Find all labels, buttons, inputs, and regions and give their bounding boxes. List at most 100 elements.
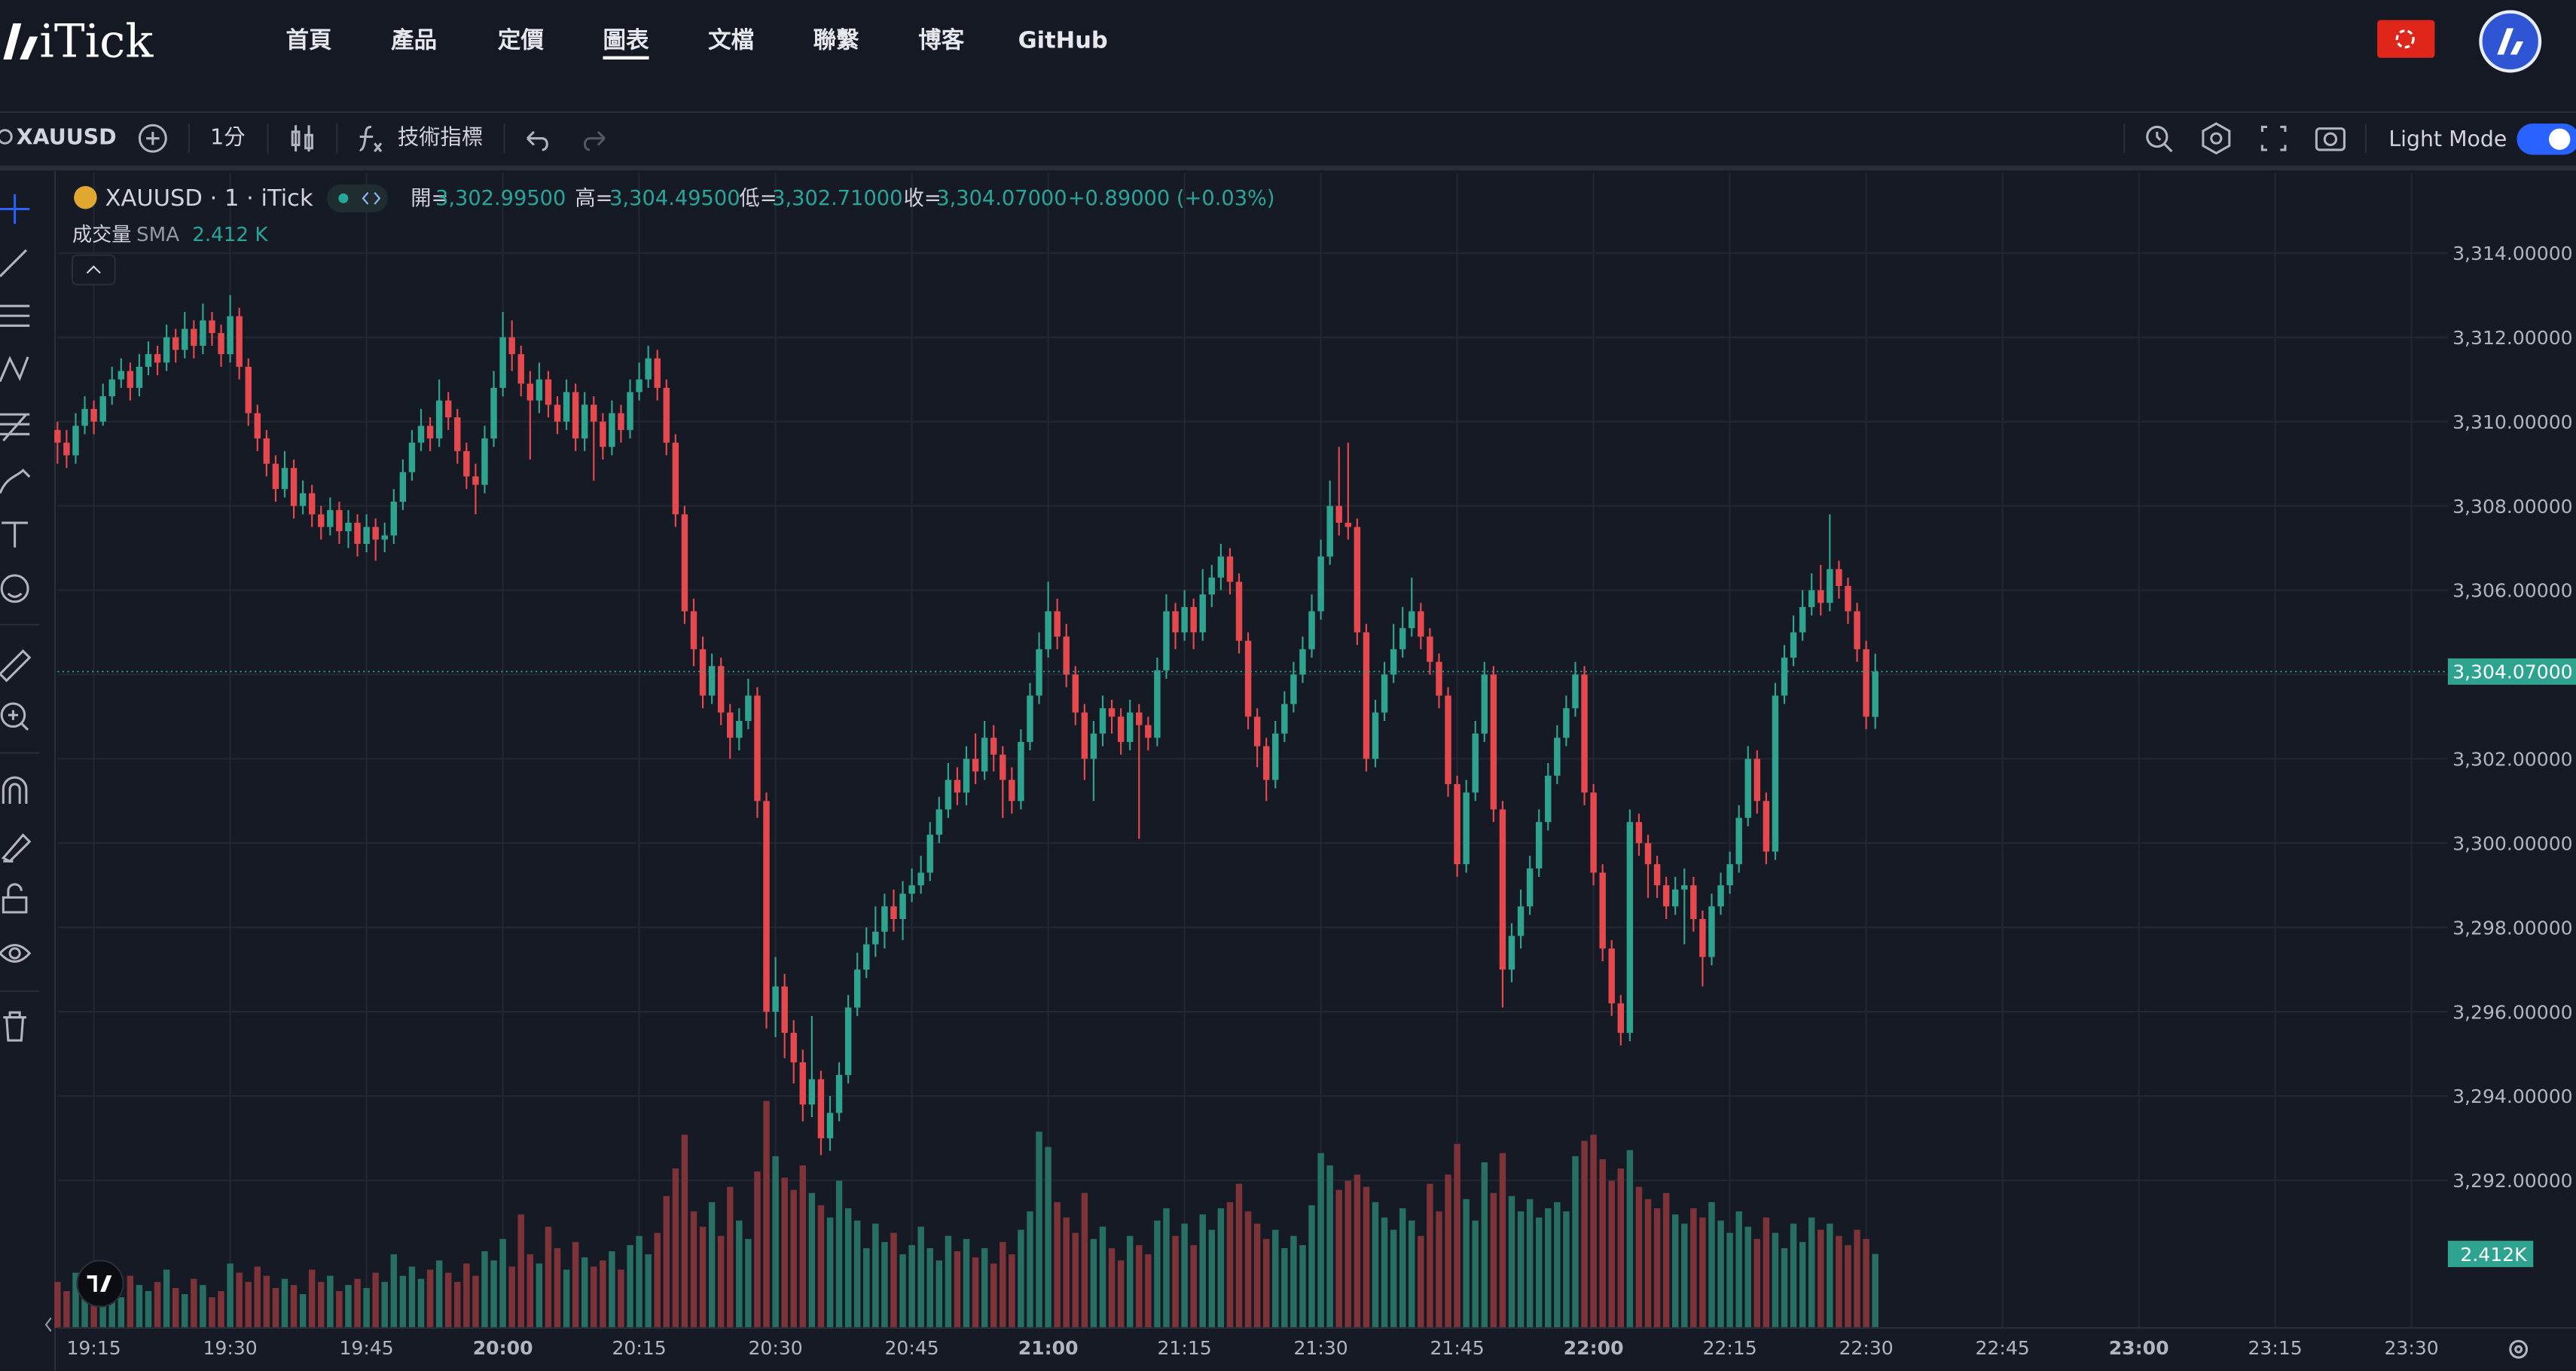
nav-link[interactable]: 文檔	[708, 27, 754, 54]
trendline-tool[interactable]	[0, 249, 27, 277]
fib-tool[interactable]	[0, 304, 30, 327]
brush-tool[interactable]	[0, 469, 31, 494]
candle-body	[1671, 889, 1679, 907]
volume-bar	[481, 1251, 488, 1328]
volume-bar	[990, 1263, 997, 1328]
nav-link-active[interactable]: 圖表	[603, 28, 649, 54]
candle-body	[1454, 783, 1460, 865]
candle-body	[1199, 594, 1206, 633]
delete-tool[interactable]	[3, 1011, 26, 1042]
plus-circle	[138, 124, 167, 153]
volume-bar	[1772, 1232, 1779, 1328]
volume-bar	[1454, 1144, 1460, 1328]
volume-bar	[209, 1297, 215, 1328]
volume-bar	[690, 1211, 697, 1328]
volume-bar	[1626, 1150, 1634, 1328]
volume-bar	[1781, 1247, 1788, 1328]
light-mode-toggle[interactable]	[2516, 124, 2576, 155]
x-tick-label: 20:30	[748, 1337, 802, 1359]
indicators-button[interactable]: 技術指標	[398, 125, 483, 150]
volume-bar	[908, 1244, 915, 1328]
magnet-tool[interactable]	[2, 776, 28, 805]
candle-body	[881, 906, 888, 932]
active-underline	[603, 56, 649, 60]
compare-button[interactable]	[138, 124, 167, 153]
volume-bar	[1790, 1223, 1797, 1328]
volume-bar	[1545, 1208, 1552, 1328]
volume-bar	[263, 1275, 270, 1328]
axis-settings[interactable]	[2509, 1339, 2529, 1359]
tradingview-logo[interactable]	[76, 1260, 124, 1308]
symbol-title: XAUUSD · 1 · iTick	[105, 185, 313, 212]
text-tool[interactable]	[2, 521, 29, 548]
volume-bar	[145, 1290, 152, 1328]
volume-bar	[1117, 1260, 1125, 1328]
volume-bar	[526, 1254, 534, 1328]
interval-button[interactable]: 1分	[210, 125, 245, 150]
volume-bar	[1535, 1217, 1543, 1328]
language-flag[interactable]	[2377, 20, 2435, 58]
volume-bar	[236, 1272, 243, 1328]
collapse-legend[interactable]	[71, 254, 116, 285]
volume-bar	[963, 1238, 970, 1328]
redo-button[interactable]	[583, 130, 606, 151]
scroll-left[interactable]	[44, 1318, 52, 1332]
emoji-tool[interactable]	[0, 574, 29, 603]
x-tick-label: 22:30	[1839, 1337, 1893, 1359]
candle-body	[1027, 695, 1033, 742]
volume-bar	[1572, 1156, 1579, 1328]
fullscreen-button[interactable]	[2260, 125, 2287, 151]
nav-link[interactable]: 博客	[918, 27, 965, 54]
volume-bar	[1808, 1217, 1815, 1328]
undo-button[interactable]	[526, 130, 548, 151]
volume-bar	[790, 1189, 797, 1328]
symbol-button[interactable]: XAUUSD	[17, 125, 117, 150]
candle-body	[1117, 716, 1125, 742]
avatar[interactable]	[2479, 10, 2542, 73]
avatar-mark	[2497, 28, 2524, 55]
zoom-tool[interactable]	[0, 702, 29, 731]
volume-bar	[572, 1241, 579, 1328]
code-icon	[362, 191, 381, 205]
measure-tool[interactable]	[0, 649, 32, 682]
pattern-tool[interactable]	[0, 356, 29, 383]
prediction-tool[interactable]	[0, 413, 30, 442]
candle-body	[281, 468, 288, 490]
volume-bar	[417, 1278, 425, 1328]
candle-body	[717, 666, 725, 713]
screenshot-button[interactable]	[2315, 127, 2346, 151]
nav-link[interactable]: 首頁	[286, 28, 332, 54]
volume-bar	[1735, 1211, 1742, 1328]
candle-body	[399, 472, 407, 502]
candle-body	[163, 337, 170, 363]
nav-link[interactable]: 定價	[498, 28, 545, 54]
candle-body	[1217, 556, 1225, 578]
volume-bar	[191, 1278, 197, 1328]
candle-body	[1172, 611, 1179, 633]
nav-link[interactable]: 聯繫	[813, 28, 860, 54]
logo-text: iTick	[39, 14, 154, 68]
stay-drawing-tool[interactable]	[1, 833, 32, 863]
visibility-tool[interactable]	[0, 944, 32, 963]
nav-link[interactable]: GitHub	[1018, 28, 1108, 54]
candle-body	[1481, 674, 1488, 734]
volume-bar	[536, 1263, 543, 1328]
candle-body	[899, 893, 906, 919]
icon-shape	[2315, 127, 2346, 151]
axes: 3,292.00000 3,294.00000 3,296.00000 3,298.0…	[57, 171, 2576, 1371]
nav-link[interactable]: 產品	[391, 27, 437, 54]
candle-body	[1590, 792, 1597, 873]
candle-body	[1381, 674, 1388, 713]
volume-bar	[745, 1238, 752, 1328]
volume-bar	[1190, 1244, 1197, 1328]
volume-bar	[772, 1156, 779, 1328]
alert-button[interactable]	[2146, 125, 2173, 153]
settings-button[interactable]	[2202, 122, 2231, 155]
lock-tool[interactable]	[2, 883, 28, 914]
chart-type-button[interactable]	[291, 125, 313, 152]
cursor-tool[interactable]	[0, 194, 30, 224]
logo[interactable]: iTick	[3, 14, 154, 68]
x-tick-label: 20:15	[612, 1337, 666, 1359]
volume-bar	[699, 1226, 707, 1328]
